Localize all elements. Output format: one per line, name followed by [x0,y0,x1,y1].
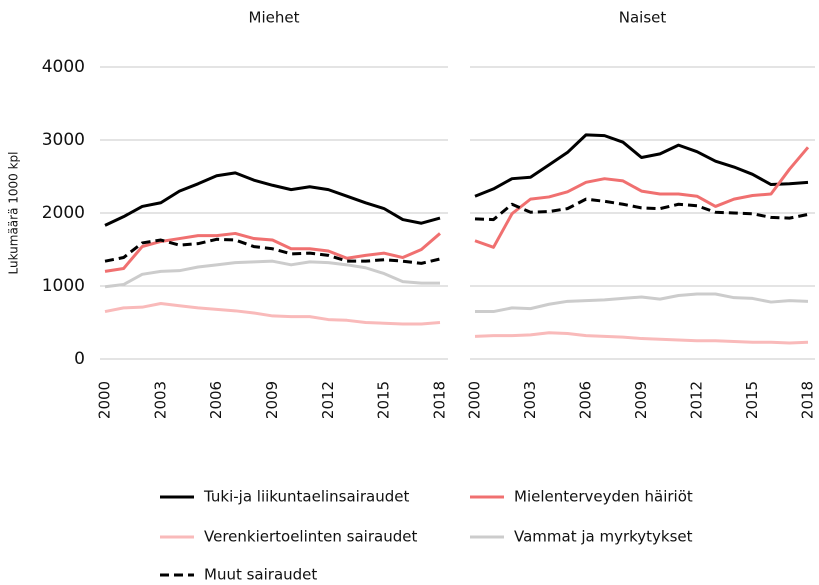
series-line [104,302,441,326]
series-line [104,237,441,265]
series-line [474,133,809,198]
x-tick-label: 2006 [207,381,225,419]
y-tick-label: 1000 [42,276,85,296]
y-tick-label: 0 [74,349,85,369]
x-tick-label: 2003 [151,381,169,419]
x-tick-label: 2018 [431,381,449,419]
x-tick-label: 2000 [466,381,484,419]
series-line [474,146,810,249]
y-tick-label: 3000 [42,130,85,150]
x-tick-label: 2000 [96,381,114,419]
x-tick-label: 2015 [375,381,393,419]
x-tick-label: 2012 [688,381,706,419]
panel-title: Naiset [619,9,667,27]
series-line [475,292,809,314]
x-tick-label: 2012 [319,381,337,419]
legend-label: Verenkiertoelinten sairaudet [204,528,417,546]
y-tick-label: 2000 [42,203,85,223]
panel-title: Miehet [249,9,300,27]
legend-label: Tuki-ja liikuntaelinsairaudet [203,488,409,506]
y-tick-label: 4000 [42,57,85,77]
series-line [104,171,441,227]
series-line [474,197,809,222]
legend-label: Mielenterveyden häiriöt [514,488,693,506]
x-tick-label: 2003 [521,381,539,419]
x-tick-label: 2009 [263,381,281,419]
x-tick-label: 2015 [743,381,761,419]
x-tick-label: 2006 [577,381,595,419]
x-tick-label: 2018 [799,381,817,419]
y-axis-label: Lukumäärä 1000 kpl [7,151,21,274]
legend-label: Muut sairaudet [204,566,317,584]
series-line [104,259,440,289]
legend-label: Vammat ja myrkytykset [514,528,693,546]
series-line [474,331,809,345]
series-line [104,231,441,273]
x-tick-label: 2009 [632,381,650,419]
